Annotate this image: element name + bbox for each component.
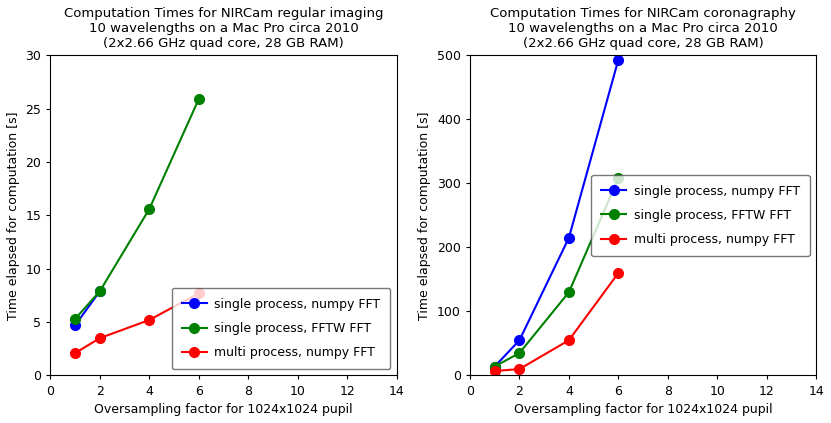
multi process, numpy FFT: [95, 335, 105, 341]
multi process, numpy FFT: [70, 351, 80, 356]
single process, FFTW FFT: [564, 290, 574, 295]
Line: single process, FFTW FFT: single process, FFTW FFT: [489, 173, 623, 371]
Y-axis label: Time elapsed for computation [s]: Time elapsed for computation [s]: [7, 111, 20, 320]
single process, FFTW FFT: [70, 316, 80, 321]
Title: Computation Times for NIRCam regular imaging
10 wavelengths on a Mac Pro circa 2: Computation Times for NIRCam regular ima…: [64, 7, 383, 50]
multi process, numpy FFT: [194, 291, 204, 296]
single process, numpy FFT: [613, 57, 623, 62]
single process, FFTW FFT: [514, 351, 524, 356]
X-axis label: Oversampling factor for 1024x1024 pupil: Oversampling factor for 1024x1024 pupil: [94, 403, 353, 416]
single process, numpy FFT: [95, 288, 105, 294]
single process, FFTW FFT: [194, 96, 204, 102]
single process, FFTW FFT: [613, 176, 623, 181]
Line: single process, numpy FFT: single process, numpy FFT: [489, 55, 623, 371]
multi process, numpy FFT: [489, 368, 499, 374]
Legend: single process, numpy FFT, single process, FFTW FFT, multi process, numpy FFT: single process, numpy FFT, single proces…: [592, 175, 810, 256]
Line: single process, numpy FFT: single process, numpy FFT: [71, 286, 105, 330]
single process, numpy FFT: [514, 338, 524, 343]
single process, FFTW FFT: [489, 364, 499, 369]
single process, numpy FFT: [70, 323, 80, 328]
multi process, numpy FFT: [514, 367, 524, 372]
multi process, numpy FFT: [613, 270, 623, 275]
Line: single process, FFTW FFT: single process, FFTW FFT: [71, 94, 204, 324]
Line: multi process, numpy FFT: multi process, numpy FFT: [71, 288, 204, 358]
single process, numpy FFT: [489, 364, 499, 369]
Title: Computation Times for NIRCam coronagraphy
10 wavelengths on a Mac Pro circa 2010: Computation Times for NIRCam coronagraph…: [490, 7, 796, 50]
multi process, numpy FFT: [564, 338, 574, 343]
multi process, numpy FFT: [145, 317, 155, 322]
Y-axis label: Time elapsed for computation [s]: Time elapsed for computation [s]: [418, 111, 431, 320]
X-axis label: Oversampling factor for 1024x1024 pupil: Oversampling factor for 1024x1024 pupil: [514, 403, 772, 416]
Legend: single process, numpy FFT, single process, FFTW FFT, multi process, numpy FFT: single process, numpy FFT, single proces…: [172, 288, 391, 369]
single process, FFTW FFT: [95, 288, 105, 294]
single process, FFTW FFT: [145, 206, 155, 212]
Line: multi process, numpy FFT: multi process, numpy FFT: [489, 268, 623, 376]
single process, numpy FFT: [564, 235, 574, 240]
